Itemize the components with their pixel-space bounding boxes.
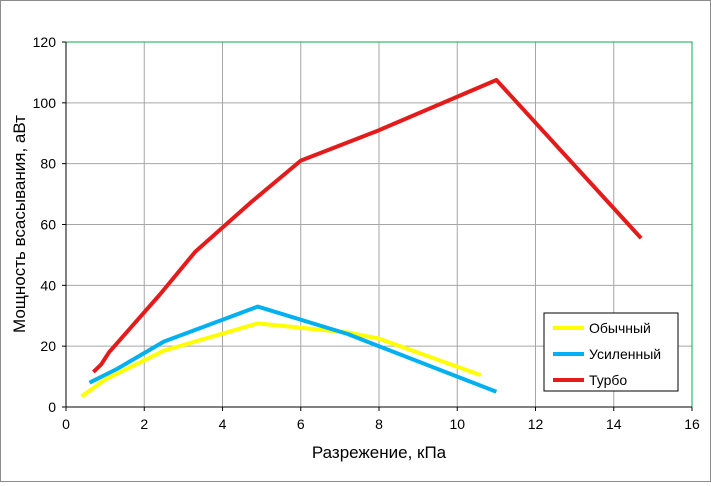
x-tick-label: 0 (62, 416, 70, 432)
x-tick-label: 8 (375, 416, 383, 432)
legend-label: Турбо (589, 372, 627, 388)
legend: Обычный Усиленный Турбо (543, 312, 679, 392)
y-tick-label: 0 (48, 399, 56, 415)
series-line-2 (88, 304, 498, 394)
y-tick-label: 40 (40, 277, 56, 293)
series-line-1 (80, 321, 482, 399)
series-line-3 (92, 78, 643, 374)
x-tick-label: 6 (297, 416, 305, 432)
y-tick-label: 60 (40, 217, 56, 233)
y-tick-label: 120 (33, 34, 57, 50)
x-tick-label: 2 (140, 416, 148, 432)
series-layer (80, 78, 643, 399)
tick-labels: 0 2 4 6 8 10 12 14 16 0 20 40 60 80 100 120 (33, 34, 700, 432)
x-tick-label: 4 (219, 416, 227, 432)
y-axis-label: Мощность всасывания, аВт (10, 115, 29, 333)
x-tick-label: 12 (528, 416, 544, 432)
x-tick-label: 14 (606, 416, 622, 432)
legend-label: Обычный (589, 320, 651, 336)
y-tick-label: 20 (40, 338, 56, 354)
x-tick-label: 10 (449, 416, 465, 432)
x-axis-label: Разрежение, кПа (312, 443, 447, 462)
x-tick-label: 16 (684, 416, 700, 432)
axes (62, 41, 693, 411)
y-tick-label: 100 (33, 95, 57, 111)
y-tick-label: 80 (40, 156, 56, 172)
legend-label: Усиленный (589, 346, 661, 362)
